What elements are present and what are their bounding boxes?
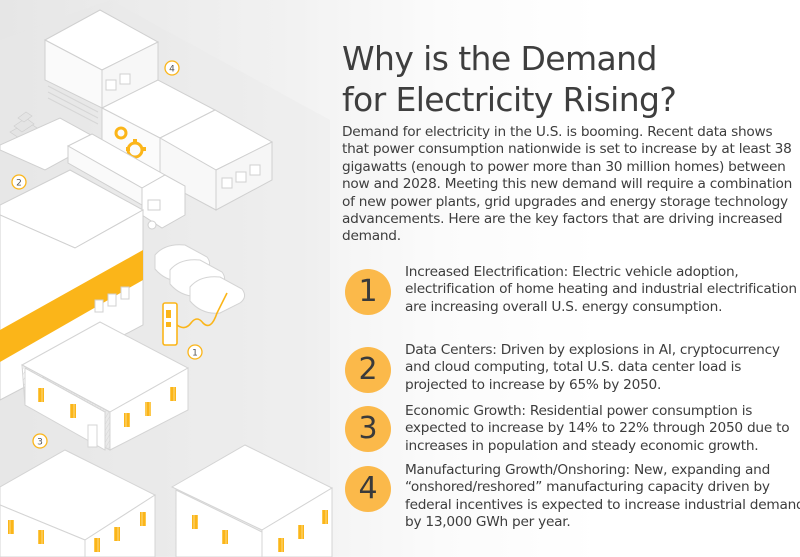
marker-4: 4 bbox=[164, 60, 180, 76]
number-badge: 1 bbox=[345, 269, 391, 315]
number-badge: 2 bbox=[345, 347, 391, 393]
truck bbox=[66, 133, 186, 230]
number-badge: 4 bbox=[345, 466, 391, 512]
intro-paragraph: Demand for electricity in the U.S. is bo… bbox=[342, 124, 792, 245]
svg-text:1: 1 bbox=[192, 349, 198, 359]
page-title: Why is the Demand for Electricity Rising… bbox=[342, 38, 794, 120]
svg-text:3: 3 bbox=[37, 438, 43, 448]
house-2 bbox=[0, 449, 157, 557]
factor-text: Economic Growth: Residential power consu… bbox=[405, 403, 790, 454]
office-buildings bbox=[100, 79, 274, 211]
house-1 bbox=[20, 321, 190, 451]
marker-3: 3 bbox=[32, 433, 48, 449]
city-illustration: 4 2 1 3 bbox=[0, 0, 334, 557]
factor-text: Increased Electrification: Electric vehi… bbox=[405, 264, 797, 315]
factory bbox=[0, 169, 145, 401]
title-line-1: Why is the Demand bbox=[342, 39, 657, 78]
title-line-2: for Electricity Rising? bbox=[342, 80, 677, 119]
factor-text: Data Centers: Driven by explosions in AI… bbox=[405, 342, 780, 393]
number-badge: 3 bbox=[345, 406, 391, 452]
svg-text:2: 2 bbox=[16, 179, 22, 189]
svg-text:4: 4 bbox=[169, 65, 175, 75]
content-panel: Why is the Demand for Electricity Rising… bbox=[342, 38, 794, 246]
factor-text: Manufacturing Growth/Onshoring: New, exp… bbox=[405, 462, 800, 531]
parked-cars bbox=[154, 244, 246, 314]
marker-1: 1 bbox=[187, 344, 203, 360]
ev-charger bbox=[162, 292, 228, 346]
house-3 bbox=[170, 444, 334, 557]
marker-2: 2 bbox=[11, 174, 27, 190]
